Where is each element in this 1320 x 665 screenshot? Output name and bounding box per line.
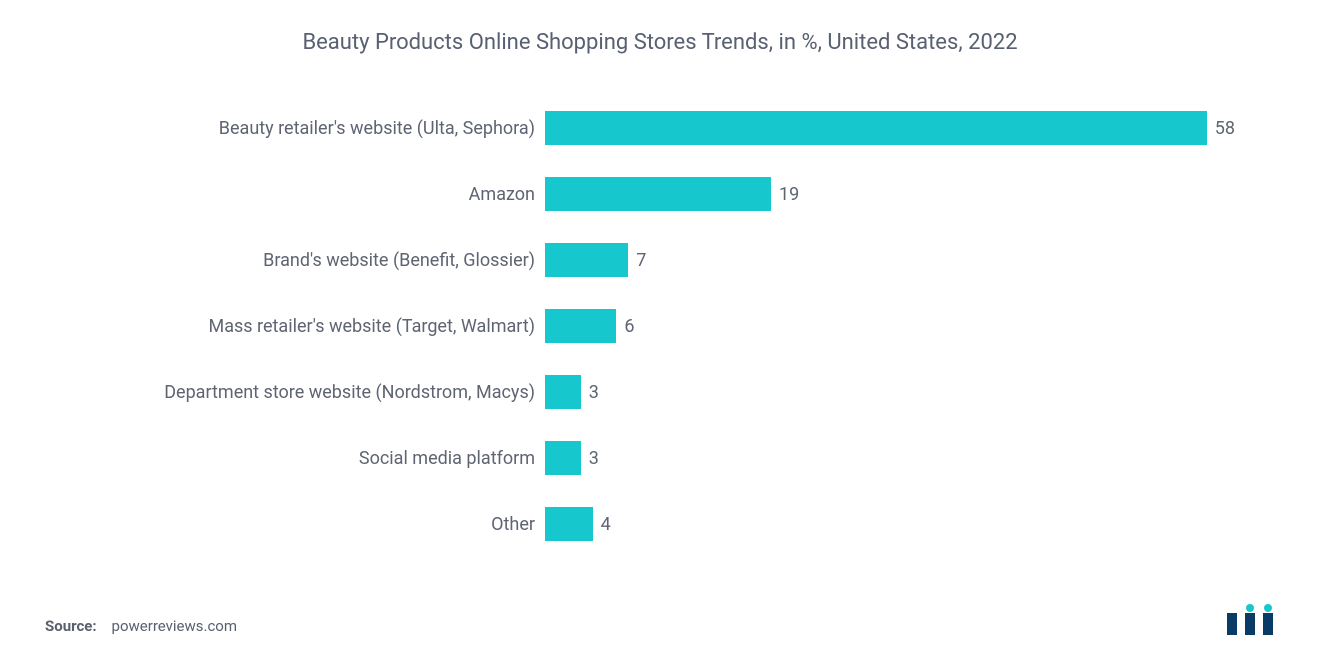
source-line: Source: powerreviews.com — [45, 617, 237, 635]
category-label: Brand's website (Benefit, Glossier) — [65, 250, 545, 271]
bar-row: Amazon 19 — [65, 176, 1235, 212]
category-label: Amazon — [65, 184, 545, 205]
bar-track: 7 — [545, 243, 1235, 277]
bar — [545, 177, 771, 211]
bar-row: Social media platform 3 — [65, 440, 1235, 476]
bar-value: 4 — [593, 514, 611, 535]
bar — [545, 111, 1207, 145]
category-label: Social media platform — [65, 448, 545, 469]
category-label: Other — [65, 514, 545, 535]
bars-area: Beauty retailer's website (Ulta, Sephora… — [45, 110, 1275, 568]
bar — [545, 507, 593, 541]
category-label: Department store website (Nordstrom, Mac… — [65, 382, 545, 403]
bar-row: Other 4 — [65, 506, 1235, 542]
bar — [545, 441, 581, 475]
bar-value: 19 — [771, 184, 799, 205]
brand-logo-icon — [1227, 603, 1275, 635]
source-value: powerreviews.com — [112, 617, 238, 635]
bar-track: 58 — [545, 111, 1235, 145]
bar-value: 3 — [581, 382, 599, 403]
chart-footer: Source: powerreviews.com — [45, 603, 1275, 635]
bar-value: 6 — [616, 316, 634, 337]
bar-row: Mass retailer's website (Target, Walmart… — [65, 308, 1235, 344]
bar-track: 3 — [545, 441, 1235, 475]
category-label: Mass retailer's website (Target, Walmart… — [65, 316, 545, 337]
chart-title: Beauty Products Online Shopping Stores T… — [45, 30, 1275, 55]
category-label: Beauty retailer's website (Ulta, Sephora… — [65, 118, 545, 139]
bar — [545, 243, 628, 277]
bar-value: 7 — [628, 250, 646, 271]
bar — [545, 375, 581, 409]
bar-row: Beauty retailer's website (Ulta, Sephora… — [65, 110, 1235, 146]
bar-row: Brand's website (Benefit, Glossier) 7 — [65, 242, 1235, 278]
bar-value: 58 — [1207, 118, 1235, 139]
bar-track: 19 — [545, 177, 1235, 211]
bar-track: 6 — [545, 309, 1235, 343]
bar-track: 4 — [545, 507, 1235, 541]
bar-track: 3 — [545, 375, 1235, 409]
bar — [545, 309, 616, 343]
chart-container: Beauty Products Online Shopping Stores T… — [0, 0, 1320, 665]
source-prefix: Source: — [45, 617, 97, 635]
bar-value: 3 — [581, 448, 599, 469]
bar-row: Department store website (Nordstrom, Mac… — [65, 374, 1235, 410]
